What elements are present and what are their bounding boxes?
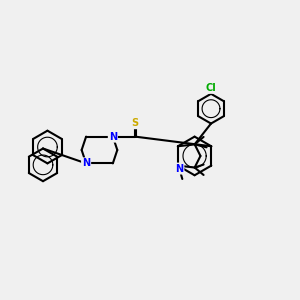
Text: N: N <box>175 164 183 174</box>
Text: Cl: Cl <box>206 83 216 93</box>
Text: S: S <box>132 118 139 128</box>
Text: N: N <box>109 132 117 142</box>
Text: N: N <box>82 158 90 168</box>
